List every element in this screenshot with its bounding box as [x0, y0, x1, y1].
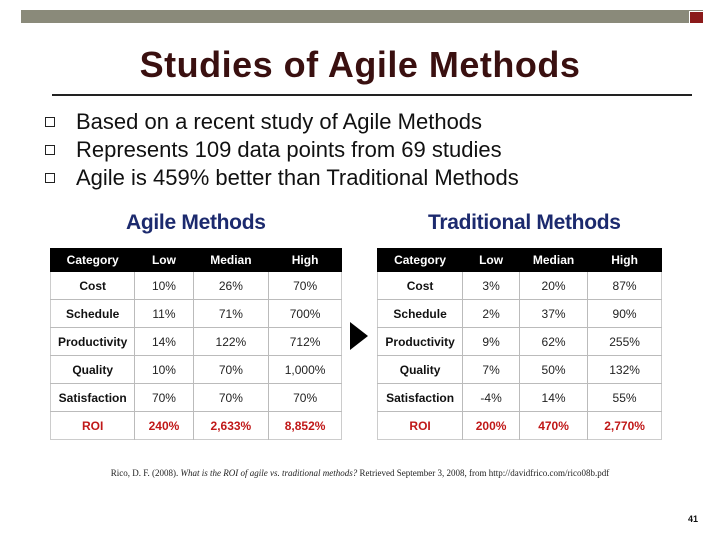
low-cell: 11% — [134, 299, 194, 328]
median-cell: 122% — [193, 327, 270, 356]
table-row: Quality 10% 70% 1,000% — [50, 355, 342, 384]
category-cell: Satisfaction — [50, 383, 136, 412]
table-row: Quality 7% 50% 132% — [377, 355, 662, 384]
category-cell: Productivity — [50, 327, 136, 356]
square-bullet-icon — [45, 173, 55, 183]
high-cell: 712% — [268, 327, 342, 356]
low-cell: 9% — [462, 327, 520, 356]
high-cell: 70% — [268, 271, 342, 300]
square-bullet-icon — [45, 117, 55, 127]
high-cell: 700% — [268, 299, 342, 328]
top-decor-bar — [21, 10, 703, 23]
category-cell: ROI — [377, 411, 464, 440]
table-row: Productivity 14% 122% 712% — [50, 327, 342, 356]
median-cell: 70% — [193, 355, 270, 384]
median-cell: 70% — [193, 383, 270, 412]
citation-author: Rico, D. F. (2008). — [110, 468, 181, 478]
bullet-item: Represents 109 data points from 69 studi… — [44, 136, 519, 164]
low-cell: 2% — [462, 299, 520, 328]
category-cell: Cost — [377, 271, 464, 300]
top-decor-accent — [689, 11, 704, 24]
category-cell: Schedule — [377, 299, 464, 328]
agile-table: Category Low Median High Cost 10% 26% 70… — [49, 248, 342, 440]
category-cell: Satisfaction — [377, 383, 464, 412]
column-header: Median — [192, 248, 270, 272]
table-row: Cost 3% 20% 87% — [377, 271, 662, 300]
median-cell: 62% — [519, 327, 589, 356]
column-header: Category — [376, 248, 464, 272]
high-cell: 1,000% — [268, 355, 342, 384]
high-cell: 55% — [587, 383, 662, 412]
median-cell: 20% — [519, 271, 589, 300]
column-header: Low — [134, 248, 194, 272]
column-header: High — [587, 248, 662, 272]
low-cell: 7% — [462, 355, 520, 384]
high-cell: 70% — [268, 383, 342, 412]
table-header-row: Category Low Median High — [49, 248, 342, 272]
title-divider — [52, 94, 692, 96]
median-cell: 26% — [193, 271, 270, 300]
arrow-right-icon — [350, 322, 368, 350]
column-header: Low — [462, 248, 520, 272]
high-cell: 90% — [587, 299, 662, 328]
column-header: Median — [518, 248, 589, 272]
page-number: 41 — [688, 514, 699, 524]
category-cell: Quality — [377, 355, 464, 384]
table-row: Satisfaction 70% 70% 70% — [50, 383, 342, 412]
table-row-roi: ROI 240% 2,633% 8,852% — [50, 411, 342, 440]
column-header: Category — [49, 248, 136, 272]
median-cell: 50% — [519, 355, 589, 384]
citation: Rico, D. F. (2008). What is the ROI of a… — [0, 468, 720, 478]
median-cell: 14% — [519, 383, 589, 412]
low-cell: 14% — [134, 327, 194, 356]
category-cell: Cost — [50, 271, 136, 300]
table-row: Schedule 2% 37% 90% — [377, 299, 662, 328]
table-header-row: Category Low Median High — [376, 248, 662, 272]
low-cell: 10% — [134, 271, 194, 300]
table-row: Productivity 9% 62% 255% — [377, 327, 662, 356]
low-cell: 200% — [462, 411, 520, 440]
traditional-heading: Traditional Methods — [428, 211, 621, 234]
bullet-list: Based on a recent study of Agile Methods… — [44, 108, 519, 192]
median-cell: 470% — [519, 411, 589, 440]
category-cell: Productivity — [377, 327, 464, 356]
table-row: Schedule 11% 71% 700% — [50, 299, 342, 328]
low-cell: 70% — [134, 383, 194, 412]
citation-title: What is the ROI of agile vs. traditional… — [180, 468, 358, 478]
table-row-roi: ROI 200% 470% 2,770% — [377, 411, 662, 440]
low-cell: 10% — [134, 355, 194, 384]
low-cell: -4% — [462, 383, 520, 412]
high-cell: 8,852% — [284, 418, 326, 433]
square-bullet-icon — [45, 145, 55, 155]
bullet-text: Based on a recent study of Agile Methods — [76, 109, 483, 134]
traditional-table: Category Low Median High Cost 3% 20% 87%… — [376, 248, 662, 440]
low-cell: 240% — [134, 411, 194, 440]
category-cell: ROI — [50, 411, 136, 440]
median-cell: 71% — [193, 299, 270, 328]
agile-heading: Agile Methods — [126, 211, 266, 234]
column-header: High — [268, 248, 342, 272]
bullet-item: Based on a recent study of Agile Methods — [44, 108, 519, 136]
citation-source: Retrieved September 3, 2008, from http:/… — [357, 468, 610, 478]
median-cell: 37% — [519, 299, 589, 328]
high-cell: 132% — [587, 355, 662, 384]
high-cell: 87% — [587, 271, 662, 300]
table-row: Cost 10% 26% 70% — [50, 271, 342, 300]
table-row: Satisfaction -4% 14% 55% — [377, 383, 662, 412]
bullet-text: Represents 109 data points from 69 studi… — [76, 137, 502, 162]
slide-title: Studies of Agile Methods — [139, 44, 581, 85]
median-cell: 2,633% — [193, 411, 270, 440]
category-cell: Quality — [50, 355, 136, 384]
low-cell: 3% — [462, 271, 520, 300]
bullet-text: Agile is 459% better than Traditional Me… — [76, 165, 519, 190]
category-cell: Schedule — [50, 299, 136, 328]
bullet-item: Agile is 459% better than Traditional Me… — [44, 164, 519, 192]
high-cell: 255% — [587, 327, 662, 356]
high-cell: 2,770% — [604, 418, 645, 433]
